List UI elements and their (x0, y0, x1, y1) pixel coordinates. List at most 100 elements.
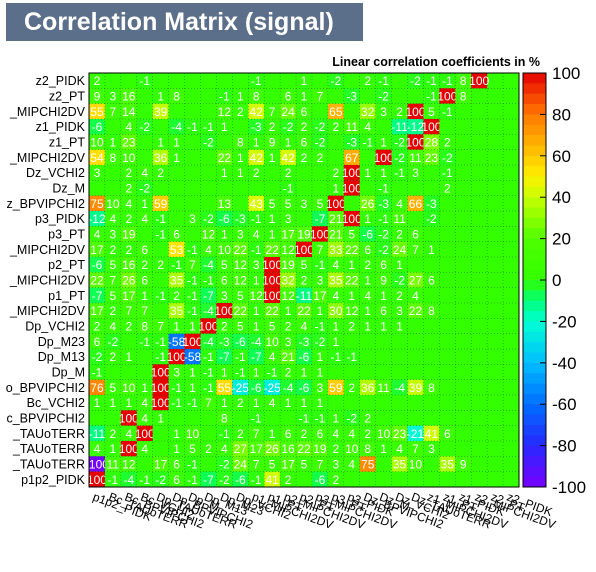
cell-value-label: 2 (110, 350, 117, 364)
cell-value-label: -1 (426, 74, 437, 88)
heatmap-cell (152, 272, 169, 288)
cell-value-label: 4 (94, 442, 101, 456)
cell-value-label: 42 (250, 105, 264, 119)
heatmap-cell (232, 287, 249, 303)
heatmap-cell (280, 287, 297, 303)
heatmap-cell (296, 425, 312, 441)
heatmap-cell (280, 226, 297, 242)
heatmap-cell (248, 149, 265, 165)
heatmap-cell (311, 364, 328, 380)
heatmap-cell (248, 73, 265, 89)
heatmap-cell (200, 471, 217, 487)
cell-value-label: 39 (409, 381, 423, 395)
colorbar-segment (523, 311, 546, 322)
heatmap-cell (439, 73, 456, 89)
cell-value-label: 5 (317, 197, 324, 211)
y-tick-label: p3_PIDK (35, 212, 86, 226)
colorbar-segment (523, 476, 546, 488)
cell-value-label: 1 (173, 427, 180, 441)
cell-value-label: 11 (377, 381, 390, 395)
cell-value-label: 3 (173, 366, 180, 380)
cell-value-label: 2 (396, 289, 403, 303)
heatmap-cell (200, 88, 217, 104)
cell-value-label: 8 (141, 320, 148, 334)
heatmap-cell (248, 333, 265, 349)
cell-value-label: 6 (380, 304, 387, 318)
cell-value-label: 1 (253, 320, 260, 334)
heatmap-cell (375, 103, 392, 119)
cell-value-label: -4 (283, 381, 294, 395)
heatmap-cell (375, 441, 392, 457)
colorbar-segment (523, 445, 546, 457)
heatmap-cell (232, 395, 249, 411)
heatmap-cell (232, 73, 249, 89)
cell-value-label: 4 (348, 458, 355, 472)
heatmap-cell (168, 410, 185, 426)
heatmap-cell (232, 303, 249, 319)
heatmap-cell (248, 318, 265, 334)
heatmap-cell (136, 149, 153, 165)
heatmap-cell (248, 226, 265, 242)
heatmap-cell (104, 287, 121, 303)
cell-value-label: 100 (119, 412, 139, 426)
cell-value-label: 10 (377, 427, 391, 441)
heatmap-cell (120, 425, 137, 441)
cell-value-label: -4 (394, 381, 405, 395)
heatmap-cell (216, 211, 233, 227)
cell-value-label: 2 (125, 243, 132, 257)
heatmap-cell (200, 226, 217, 242)
cell-value-label: 1 (157, 412, 164, 426)
cell-value-label: 1 (110, 442, 117, 456)
cell-value-label: -2 (203, 136, 214, 150)
heatmap-cell (89, 410, 105, 426)
heatmap-cell (184, 165, 201, 181)
heatmap-cell (280, 272, 297, 288)
heatmap-cell (136, 303, 153, 319)
cell-value-label: 8 (428, 381, 435, 395)
heatmap-cell (439, 103, 456, 119)
heatmap-cell (311, 471, 328, 487)
heatmap-cell (152, 471, 169, 487)
heatmap-cell (89, 211, 105, 227)
cell-value-label: 17 (250, 442, 264, 456)
heatmap-cell (232, 226, 249, 242)
heatmap-cell (407, 211, 424, 227)
cell-value-label: 2 (364, 258, 371, 272)
heatmap-cell (296, 272, 312, 288)
heatmap-cell (136, 395, 153, 411)
heatmap-cell (232, 149, 249, 165)
cell-value-label: 2 (348, 320, 355, 334)
heatmap-cell (104, 119, 121, 135)
heatmap-cell (104, 395, 121, 411)
cell-value-label: 8 (460, 74, 467, 88)
cell-value-label: 1 (364, 212, 371, 226)
cell-value-label: -2 (139, 120, 150, 134)
heatmap-cell (89, 149, 105, 165)
cell-value-label: 17 (281, 228, 295, 242)
heatmap-cell (327, 287, 344, 303)
heatmap-cell (375, 73, 392, 89)
y-tick-label: Dp_M23 (38, 335, 85, 349)
heatmap-cell (184, 471, 201, 487)
heatmap-cell (152, 88, 169, 104)
colorbar-segment (523, 259, 546, 271)
heatmap-cell (152, 349, 169, 365)
colorbar-segment (523, 280, 546, 291)
cell-value-label: 1 (125, 396, 132, 410)
heatmap-cell (296, 441, 312, 457)
cell-value-label: -3 (251, 120, 262, 134)
heatmap-cell (168, 180, 185, 196)
colorbar-segment (523, 228, 546, 240)
cell-value-label: 21 (281, 350, 295, 364)
cell-value-label: 4 (364, 120, 371, 134)
heatmap-cell (104, 303, 121, 319)
heatmap-cell (136, 379, 153, 395)
cell-value-label: 9 (460, 458, 467, 472)
heatmap-cell (232, 195, 249, 211)
heatmap-cell (89, 441, 105, 457)
heatmap-cell (311, 211, 328, 227)
cell-value-label: 100 (198, 320, 218, 334)
cell-value-label: 100 (151, 381, 171, 395)
heatmap-cell (471, 73, 488, 89)
heatmap-cell (152, 303, 169, 319)
